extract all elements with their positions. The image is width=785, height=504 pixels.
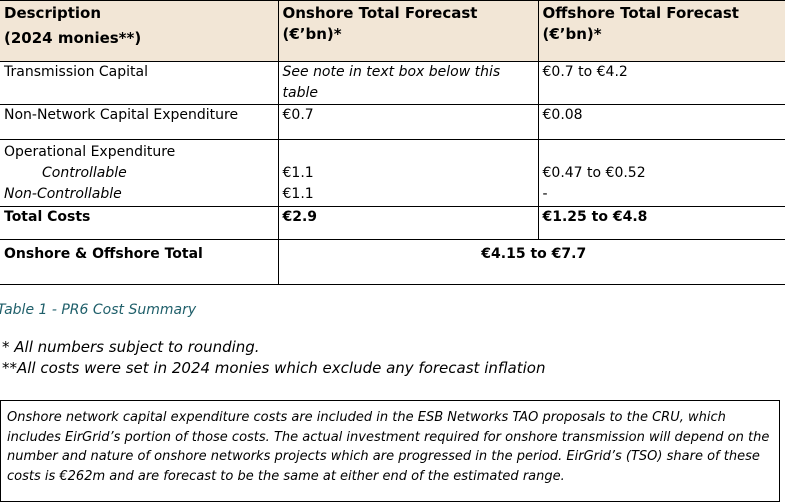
row-offshore-value: €1.25 to €4.8 (537, 206, 785, 240)
header-description-subtitle: (2024 monies**) (4, 29, 142, 47)
row-onshore-value: €2.9 (277, 206, 539, 240)
header-onshore-unit: (€’bn)* (282, 25, 342, 43)
opex-offshore-values: €0.47 to €0.52 - (537, 139, 785, 207)
header-onshore-title: Onshore Total Forecast (282, 4, 478, 22)
footnotes: * All numbers subject to rounding. **All… (2, 337, 545, 379)
opex-onshore-controllable: €1.1 (282, 165, 314, 181)
opex-offshore-noncontrollable: - (542, 186, 548, 202)
table-caption: Table 1 - PR6 Cost Summary (0, 302, 197, 318)
row-label: Transmission Capital (0, 61, 279, 105)
opex-controllable-label: Controllable (42, 165, 127, 181)
table-row-grand-total: Onshore & Offshore Total €4.15 to €7.7 (0, 239, 785, 285)
header-description: Description (2024 monies**) (0, 0, 279, 62)
opex-onshore-noncontrollable: €1.1 (282, 186, 314, 202)
row-onshore-value: See note in text box below this table (277, 61, 539, 105)
header-offshore-unit: (€’bn)* (542, 25, 602, 43)
row-onshore-value: €0.7 (277, 104, 539, 140)
table-row: Non-Network Capital Expenditure €0.7 €0.… (0, 104, 785, 140)
opex-label: Operational Expenditure (4, 144, 176, 160)
row-label: Onshore & Offshore Total (0, 239, 279, 285)
table-header-row: Description (2024 monies**) Onshore Tota… (0, 0, 785, 62)
table-row: Operational Expenditure Controllable Non… (0, 139, 785, 207)
header-description-title: Description (4, 4, 102, 22)
row-offshore-value: €0.7 to €4.2 (537, 61, 785, 105)
table-row: Transmission Capital See note in text bo… (0, 61, 785, 105)
row-label: Total Costs (0, 206, 279, 240)
footnote-monies: **All costs were set in 2024 monies whic… (2, 359, 546, 377)
header-offshore: Offshore Total Forecast (€’bn)* (537, 0, 785, 62)
row-label-opex: Operational Expenditure Controllable Non… (0, 139, 279, 207)
header-onshore: Onshore Total Forecast (€’bn)* (277, 0, 539, 62)
header-offshore-title: Offshore Total Forecast (542, 4, 739, 22)
opex-onshore-values: €1.1 €1.1 (277, 139, 539, 207)
row-combined-value: €4.15 to €7.7 (277, 239, 785, 285)
footnote-rounding: * All numbers subject to rounding. (2, 338, 260, 356)
opex-noncontrollable-label: Non-Controllable (4, 186, 122, 202)
row-label: Non-Network Capital Expenditure (0, 104, 279, 140)
opex-offshore-controllable: €0.47 to €0.52 (542, 165, 646, 181)
cost-summary-table: Description (2024 monies**) Onshore Tota… (0, 0, 785, 285)
table-row-total: Total Costs €2.9 €1.25 to €4.8 (0, 206, 785, 240)
row-offshore-value: €0.08 (537, 104, 785, 140)
note-textbox: Onshore network capital expenditure cost… (0, 400, 780, 502)
